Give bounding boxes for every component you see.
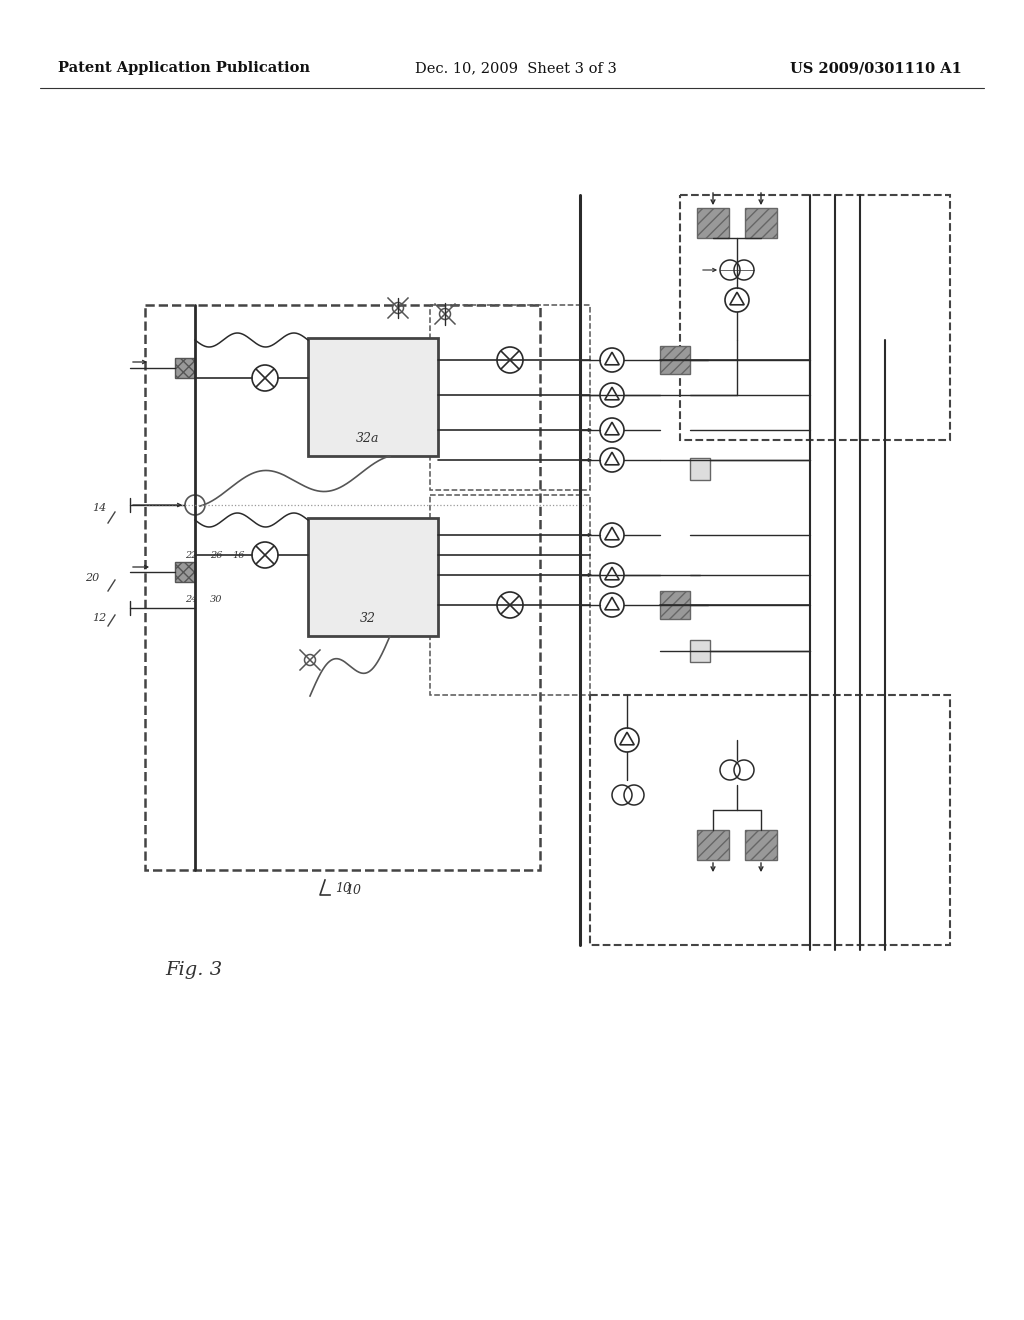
Text: 20: 20 (85, 573, 99, 583)
Text: 10: 10 (335, 882, 351, 895)
Text: 12: 12 (92, 612, 106, 623)
Text: Patent Application Publication: Patent Application Publication (58, 61, 310, 75)
Text: 24: 24 (185, 595, 198, 605)
Bar (690, 640, 710, 663)
Text: US 2009/0301110 A1: US 2009/0301110 A1 (790, 61, 962, 75)
Bar (175, 562, 195, 582)
Text: Dec. 10, 2009  Sheet 3 of 3: Dec. 10, 2009 Sheet 3 of 3 (415, 61, 616, 75)
Bar (175, 358, 195, 378)
Bar (660, 591, 690, 619)
Text: 10: 10 (345, 883, 361, 896)
Bar (590, 696, 950, 945)
Bar (697, 830, 729, 861)
Bar (430, 305, 590, 490)
Bar (745, 209, 777, 238)
Text: 26: 26 (210, 550, 222, 560)
Text: 22: 22 (185, 550, 198, 560)
Text: Fig. 3: Fig. 3 (165, 961, 222, 979)
Bar (690, 458, 710, 480)
Bar (680, 195, 950, 440)
Text: 30: 30 (210, 595, 222, 605)
Text: 32a: 32a (356, 432, 380, 445)
Bar (145, 305, 540, 870)
Bar (745, 830, 777, 861)
Bar (308, 517, 438, 636)
Bar (308, 338, 438, 455)
Bar (697, 209, 729, 238)
Text: 14: 14 (92, 503, 106, 513)
Text: 16: 16 (232, 550, 245, 560)
Bar (660, 346, 690, 374)
Text: 32: 32 (360, 611, 376, 624)
Bar (430, 495, 590, 696)
